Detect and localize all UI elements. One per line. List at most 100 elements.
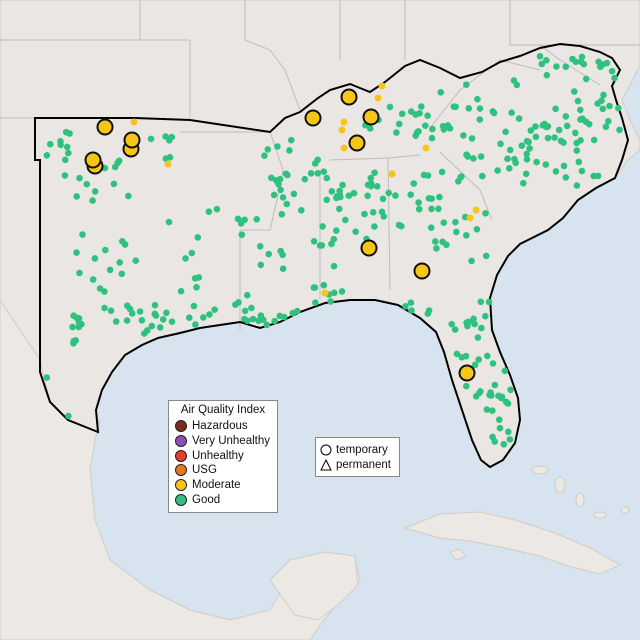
monitor-good — [213, 205, 221, 213]
monitor-good — [552, 105, 559, 113]
monitor-good — [331, 289, 338, 297]
monitor-good — [177, 287, 185, 295]
monitor-good — [507, 386, 514, 394]
monitor-good — [512, 159, 519, 167]
monitor-good — [62, 156, 69, 164]
monitor-good — [506, 165, 513, 172]
monitor-good — [339, 181, 346, 189]
monitor-good — [585, 120, 593, 128]
monitor-good — [448, 320, 456, 328]
legend-label-permanent: permanent — [336, 458, 391, 471]
monitor-good — [327, 298, 335, 305]
monitor-good — [345, 192, 353, 199]
monitor-good — [393, 129, 400, 136]
monitor-good — [168, 133, 176, 141]
monitor-good — [328, 188, 336, 195]
monitor-good — [369, 209, 377, 216]
legend-row-temporary: temporary — [320, 442, 395, 457]
monitor-good — [274, 143, 281, 150]
monitor-good — [318, 242, 326, 249]
monitor-good — [301, 175, 309, 183]
monitor-good — [606, 102, 613, 110]
monitor-good — [451, 326, 459, 333]
monitor-good — [489, 360, 497, 367]
monitor-good — [452, 218, 459, 226]
monitor-layer — [43, 53, 623, 448]
monitor-good — [276, 175, 284, 183]
monitor-good — [373, 183, 381, 190]
monitor-good — [379, 195, 387, 203]
monitor-good — [311, 284, 319, 291]
monitor-good — [468, 135, 476, 142]
monitor-good — [415, 205, 423, 213]
monitor-good — [532, 123, 539, 130]
monitor-good — [76, 269, 83, 277]
monitor-good — [555, 126, 563, 134]
monitor-good — [489, 108, 497, 115]
monitor-good — [496, 416, 503, 424]
aqi-legend-title: Air Quality Index — [180, 404, 266, 416]
monitor-good — [102, 246, 109, 254]
monitor-good — [192, 321, 199, 328]
monitor-good — [136, 308, 144, 315]
monitor-good — [310, 238, 318, 245]
monitor-good — [76, 174, 83, 182]
monitor-good — [336, 187, 343, 195]
monitor-good — [408, 307, 415, 314]
legend-row-hazardous: Hazardous — [175, 419, 271, 434]
monitor-good — [578, 167, 586, 175]
monitor-good — [435, 205, 442, 213]
monitor-good — [163, 309, 170, 317]
cuba-land — [403, 511, 622, 575]
monitor-good — [107, 307, 115, 315]
monitor-good — [193, 284, 200, 291]
monitor-good — [608, 67, 616, 75]
legend-label: USG — [192, 464, 217, 477]
monitor-good — [128, 310, 136, 317]
monitor-good — [560, 139, 567, 146]
monitor-good — [249, 315, 257, 323]
monitor-good — [552, 168, 560, 175]
monitor-good — [465, 105, 473, 112]
monitor-good — [532, 133, 540, 141]
monitor-good — [361, 210, 368, 218]
monitor-good — [116, 259, 123, 266]
monitor-moderate-small — [164, 160, 172, 168]
monitor-good — [415, 128, 422, 135]
legend-swatch — [175, 479, 187, 492]
monitor-good — [282, 170, 290, 178]
monitor-good — [124, 302, 131, 310]
monitor-good — [66, 130, 73, 137]
legend-swatch — [175, 420, 187, 433]
monitor-good — [482, 210, 489, 217]
monitor-good — [352, 228, 360, 235]
monitor-good — [182, 255, 189, 262]
monitor-good — [577, 137, 584, 144]
monitor-good — [73, 249, 80, 256]
monitor-good — [594, 172, 602, 180]
monitor-good — [562, 174, 570, 181]
monitor-moderate-large — [304, 109, 322, 127]
monitor-good — [65, 412, 72, 420]
legend-row-very-unhealthy: Very Unhealthy — [175, 434, 271, 449]
monitor-good — [508, 109, 515, 116]
monitor-good — [463, 382, 470, 390]
monitor-good — [320, 168, 328, 175]
monitor-good — [257, 312, 265, 319]
monitor-moderate-small — [472, 206, 480, 214]
monitor-good — [560, 162, 568, 170]
monitor-good — [118, 270, 126, 278]
monitor-good — [474, 334, 482, 341]
monitor-good — [424, 112, 431, 119]
monitor-good — [523, 156, 531, 163]
monitor-good — [257, 261, 265, 269]
monitor-good — [470, 155, 477, 162]
monitor-good — [482, 312, 489, 320]
monitor-good — [337, 193, 344, 201]
monitor-good — [582, 75, 590, 83]
monitor-moderate-large — [362, 108, 380, 126]
legend-label: Hazardous — [192, 420, 248, 433]
monitor-good — [402, 303, 409, 310]
monitor-good — [333, 227, 340, 234]
